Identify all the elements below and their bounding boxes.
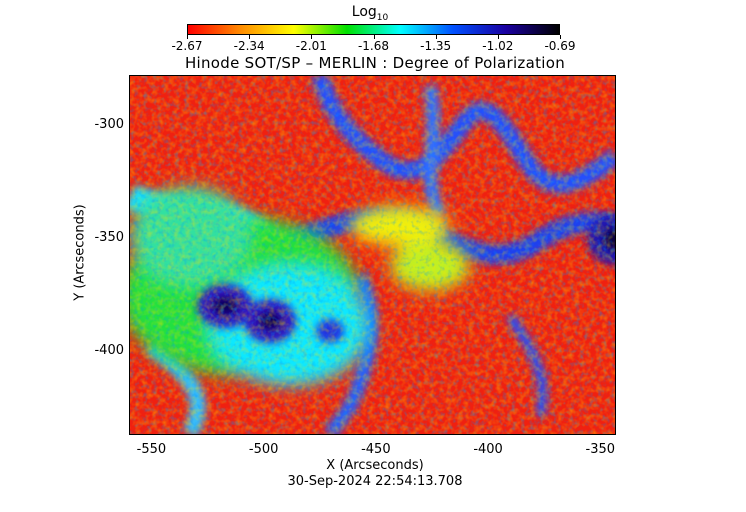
colorbar [187,24,560,35]
network-texture [130,76,615,434]
x-axis-label: X (Arcseconds) [326,458,424,473]
x-tick-label: -500 [248,442,279,457]
colorbar-tick [497,35,499,39]
polarization-image [130,76,615,434]
colorbar-tick-label: -1.35 [420,39,452,53]
y-tick-label: -350 [94,230,124,246]
x-tick-label: -350 [585,442,616,457]
colorbar-tick [560,35,561,39]
x-tick-label: -450 [361,442,391,457]
x-tick-label: -400 [473,442,503,457]
colorbar-tick-label: -2.34 [233,39,265,53]
plot-title: Hinode SOT/SP – MERLIN : Degree of Polar… [184,54,566,72]
colorbar-tick [249,35,251,39]
colorbar-tick-label: -1.02 [482,39,514,53]
timestamp: 30-Sep-2024 22:54:13.708 [287,474,463,489]
colorbar-tick-label: -0.69 [544,39,576,53]
y-axis-label: Y (Arcseconds) [72,204,88,301]
colorbar-tick [187,35,188,39]
colorbar-tick [435,35,437,39]
colorbar-title-sub: 10 [376,12,389,23]
colorbar-tick [373,35,375,39]
colorbar-tick [311,35,313,39]
colorbar-tick-label: -1.68 [357,39,390,53]
colorbar-tick-label: -2.01 [295,39,327,53]
polarization-map [129,75,616,435]
colorbar-title-main: Log [351,4,377,20]
colorbar-title: Log10 [320,4,420,23]
y-tick-label: -300 [94,116,124,132]
colorbar-tick-label: -2.67 [171,39,203,53]
x-tick-label: -550 [136,442,167,457]
y-tick-label: -400 [94,343,124,359]
